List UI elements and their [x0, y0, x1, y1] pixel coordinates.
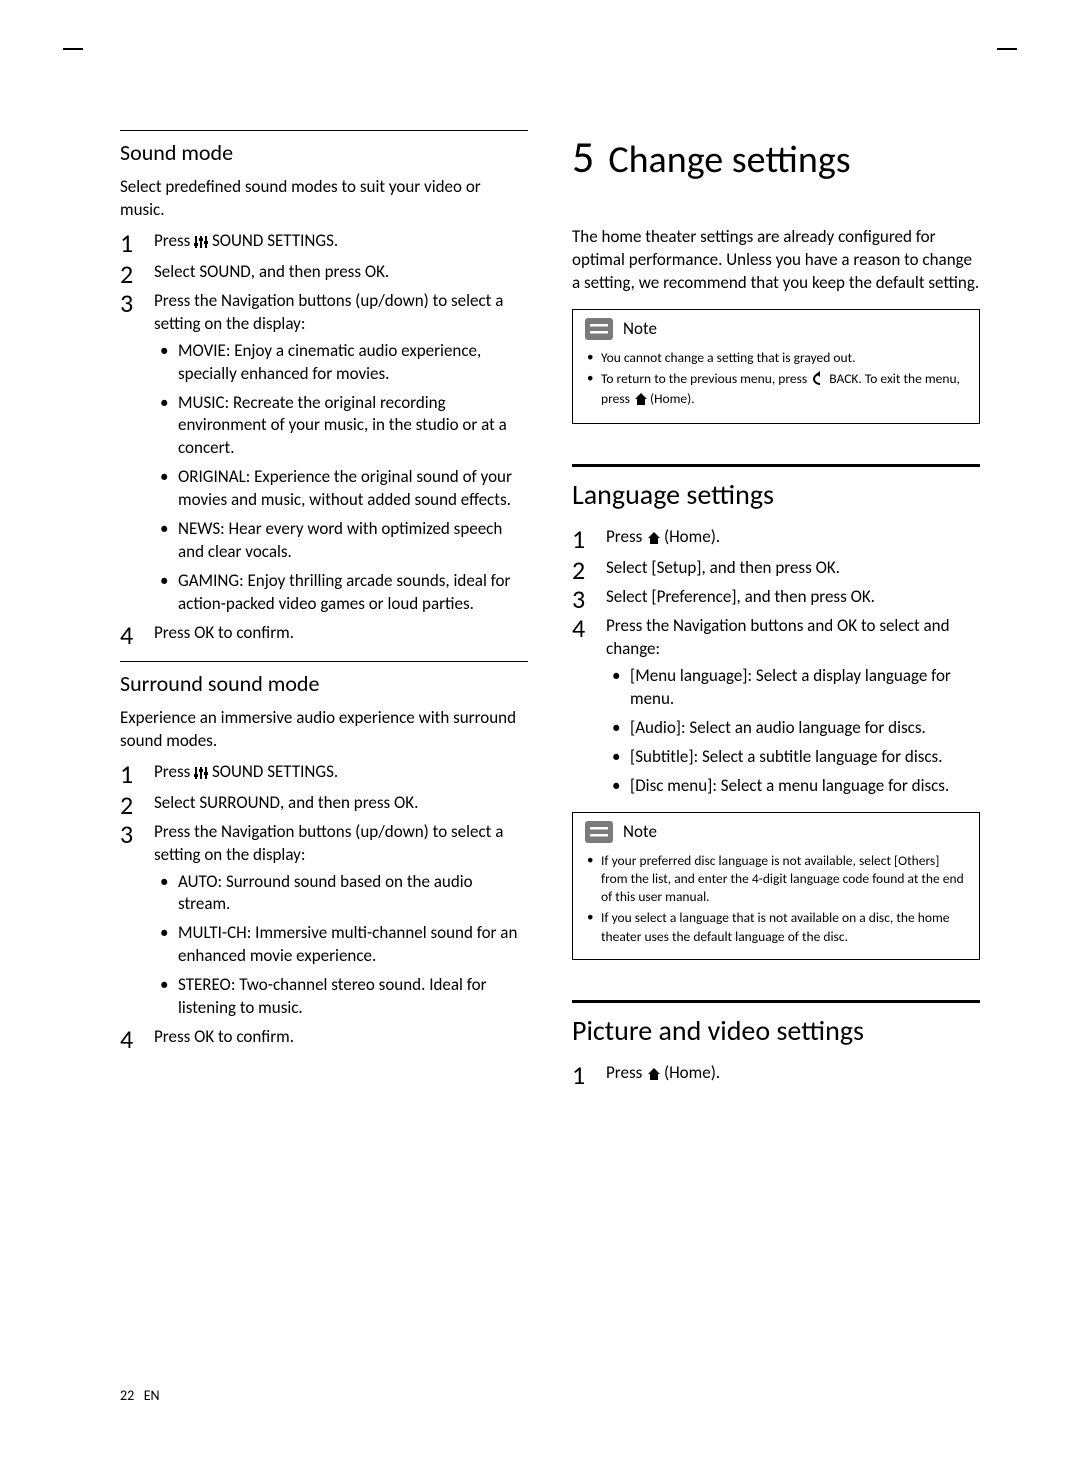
heading-picture: Picture and video settings	[572, 1013, 980, 1048]
page-footer: 22 EN	[120, 1387, 160, 1404]
surround-options: AUTO: Surround sound based on the audio …	[154, 871, 528, 1021]
list-item: AUTO: Surround sound based on the audio …	[154, 871, 528, 917]
note-label: Note	[623, 821, 657, 844]
list-item: [Disc menu]: Select a menu language for …	[606, 775, 980, 798]
divider	[120, 661, 528, 662]
note-icon	[585, 821, 613, 843]
step-1: Press (Home).	[572, 1062, 980, 1087]
home-icon	[646, 1064, 660, 1087]
surround-intro: Experience an immersive audio experience…	[120, 707, 528, 753]
chapter-title: Change settings	[608, 137, 850, 183]
chapter-number: 5	[572, 130, 594, 184]
sound-mode-steps: Press SOUND SETTINGS. Select SOUND, and …	[120, 230, 528, 645]
left-column: Sound mode Select predefined sound modes…	[120, 130, 528, 1093]
step-2: Select [Setup], and then press OK.	[572, 557, 980, 580]
note-label: Note	[623, 318, 657, 341]
step-1: Press SOUND SETTINGS.	[120, 761, 528, 786]
note-box: Note If your preferred disc language is …	[572, 812, 980, 960]
chapter-heading: 5 Change settings	[572, 130, 980, 184]
divider	[120, 130, 528, 131]
language-steps: Press (Home). Select [Setup], and then p…	[572, 526, 980, 797]
back-icon	[810, 371, 826, 390]
list-item: [Subtitle]: Select a subtitle language f…	[606, 746, 980, 769]
home-icon	[646, 528, 660, 551]
heading-language: Language settings	[572, 477, 980, 512]
heading-surround: Surround sound mode	[120, 670, 528, 697]
step-3: Press the Navigation buttons (up/down) t…	[120, 821, 528, 1021]
list-item: [Audio]: Select an audio language for di…	[606, 717, 980, 740]
sound-mode-options: MOVIE: Enjoy a cinematic audio experienc…	[154, 340, 528, 616]
step-2: Select SOUND, and then press OK.	[120, 261, 528, 284]
step-3: Select [Preference], and then press OK.	[572, 586, 980, 609]
list-item: STEREO: Two-channel stereo sound. Ideal …	[154, 974, 528, 1020]
language-options: [Menu language]: Select a display langua…	[606, 665, 980, 798]
note-item: You cannot change a setting that is gray…	[585, 349, 967, 367]
step-1: Press (Home).	[572, 526, 980, 551]
divider-thick	[572, 464, 980, 467]
page-lang: EN	[144, 1387, 160, 1404]
sliders-icon	[194, 763, 208, 786]
list-item: NEWS: Hear every word with optimized spe…	[154, 518, 528, 564]
step-4: Press the Navigation buttons and OK to s…	[572, 615, 980, 798]
note-box: Note You cannot change a setting that is…	[572, 309, 980, 425]
sound-mode-intro: Select predefined sound modes to suit yo…	[120, 176, 528, 222]
list-item: MUSIC: Recreate the original recording e…	[154, 392, 528, 461]
step-4: Press OK to confirm.	[120, 1026, 528, 1049]
note-item: If you select a language that is not ava…	[585, 909, 967, 945]
surround-steps: Press SOUND SETTINGS. Select SURROUND, a…	[120, 761, 528, 1049]
list-item: ORIGINAL: Experience the original sound …	[154, 466, 528, 512]
page-number: 22	[120, 1387, 134, 1404]
picture-steps: Press (Home).	[572, 1062, 980, 1087]
note-icon	[585, 318, 613, 340]
divider-thick	[572, 1000, 980, 1003]
step-1: Press SOUND SETTINGS.	[120, 230, 528, 255]
list-item: GAMING: Enjoy thrilling arcade sounds, i…	[154, 570, 528, 616]
heading-sound-mode: Sound mode	[120, 139, 528, 166]
page-columns: Sound mode Select predefined sound modes…	[120, 130, 980, 1093]
list-item: [Menu language]: Select a display langua…	[606, 665, 980, 711]
list-item: MULTI-CH: Immersive multi-channel sound …	[154, 922, 528, 968]
step-4: Press OK to confirm.	[120, 622, 528, 645]
chapter-intro: The home theater settings are already co…	[572, 226, 980, 295]
home-icon	[633, 391, 647, 410]
list-item: MOVIE: Enjoy a cinematic audio experienc…	[154, 340, 528, 386]
note-item: To return to the previous menu, press BA…	[585, 370, 967, 410]
step-3: Press the Navigation buttons (up/down) t…	[120, 290, 528, 616]
sliders-icon	[194, 232, 208, 255]
step-2: Select SURROUND, and then press OK.	[120, 792, 528, 815]
right-column: 5 Change settings The home theater settin…	[572, 130, 980, 1093]
note-item: If your preferred disc language is not a…	[585, 852, 967, 907]
